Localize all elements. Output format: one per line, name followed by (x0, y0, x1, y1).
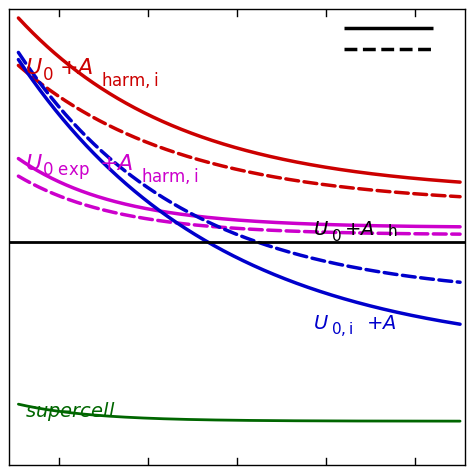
Text: $\mathregular{harm,i}$: $\mathregular{harm,i}$ (141, 166, 198, 186)
Text: $0\ \mathregular{exp}$: $0\ \mathregular{exp}$ (43, 160, 90, 181)
Text: $U$: $U$ (313, 314, 329, 333)
Text: $\mathregular{0,i}$: $\mathregular{0,i}$ (331, 320, 353, 338)
Text: $U$: $U$ (25, 154, 43, 174)
Text: $U$: $U$ (313, 220, 329, 239)
Text: $+ A$: $+ A$ (99, 154, 133, 174)
Text: $+ A$: $+ A$ (366, 314, 397, 333)
Text: $U$: $U$ (25, 58, 43, 78)
Text: $+ A$: $+ A$ (344, 220, 374, 239)
Text: $\mathregular{harm,i}$: $\mathregular{harm,i}$ (101, 70, 159, 91)
Text: $\mathregular{supercell}$: $\mathregular{supercell}$ (25, 400, 115, 423)
Text: $\mathregular{h}$: $\mathregular{h}$ (387, 223, 397, 239)
Text: $0$: $0$ (331, 228, 341, 244)
Text: $0$: $0$ (43, 66, 54, 84)
Text: $+ A$: $+ A$ (59, 58, 93, 78)
